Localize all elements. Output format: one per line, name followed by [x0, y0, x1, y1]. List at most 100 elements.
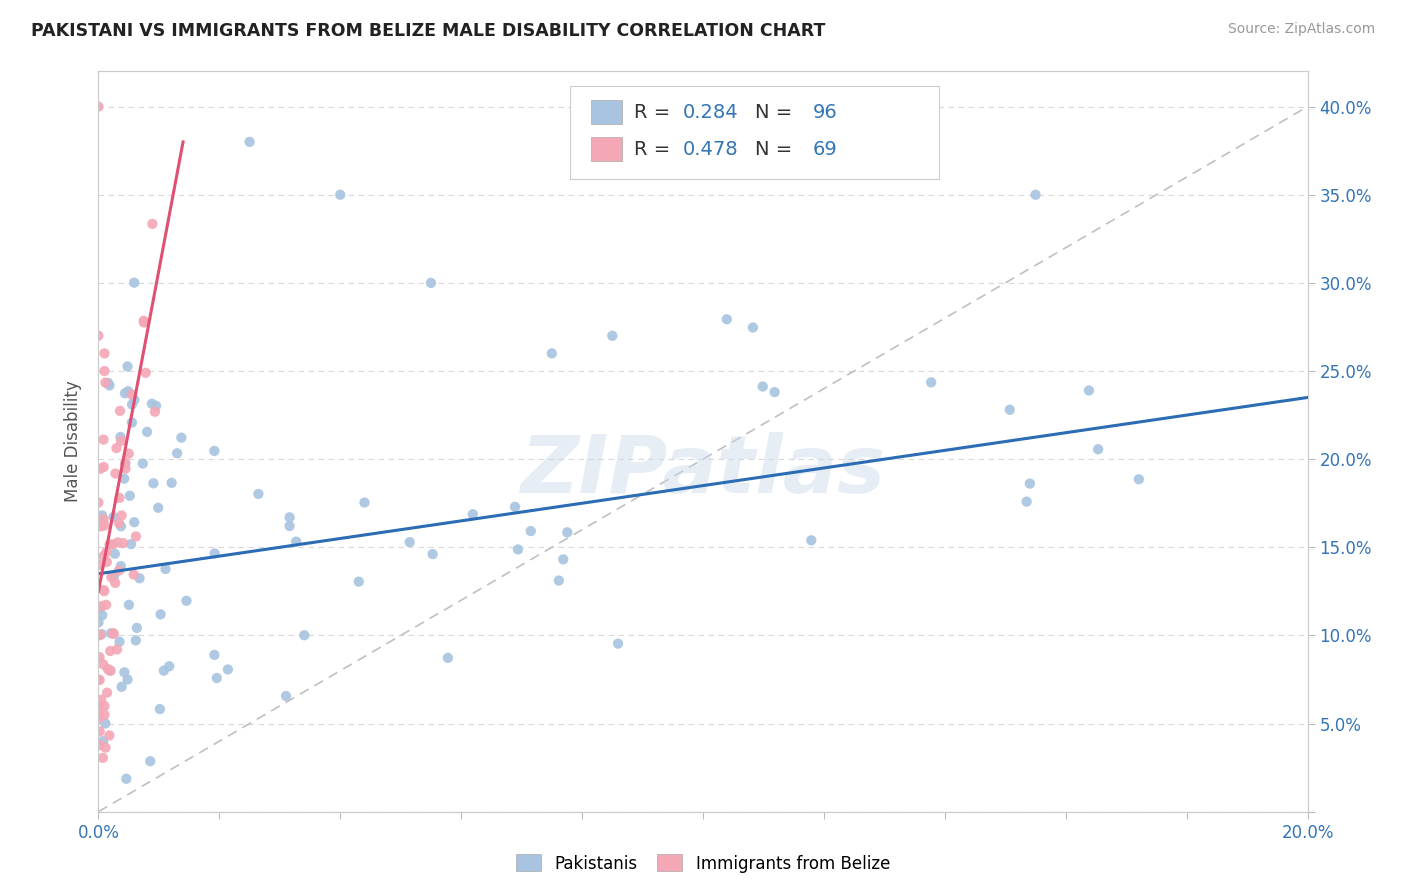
Point	[751, 379, 773, 393]
Text: Source: ZipAtlas.com: Source: ZipAtlas.com	[1227, 22, 1375, 37]
Point	[239, 135, 262, 149]
Point	[108, 564, 131, 578]
Point	[87, 673, 110, 687]
Point	[139, 754, 162, 768]
Point	[149, 702, 172, 716]
Point	[94, 716, 117, 731]
Point	[87, 712, 110, 726]
Point	[114, 457, 136, 471]
Text: 0.478: 0.478	[682, 139, 738, 159]
Point	[94, 740, 117, 755]
Point	[1128, 472, 1150, 486]
Text: N =: N =	[755, 139, 799, 159]
Point	[93, 584, 115, 599]
Point	[998, 402, 1021, 417]
Point	[607, 637, 630, 651]
Point	[217, 662, 239, 676]
Point	[125, 529, 148, 543]
Point	[108, 516, 131, 531]
Point	[96, 598, 118, 612]
Point	[90, 599, 112, 614]
Text: PAKISTANI VS IMMIGRANTS FROM BELIZE MALE DISABILITY CORRELATION CHART: PAKISTANI VS IMMIGRANTS FROM BELIZE MALE…	[31, 22, 825, 40]
Point	[87, 698, 110, 713]
Text: ZIPatlas: ZIPatlas	[520, 432, 886, 510]
Point	[141, 397, 163, 411]
Point	[800, 533, 823, 548]
Point	[112, 472, 135, 486]
Point	[142, 476, 165, 491]
Point	[110, 559, 132, 574]
Point	[87, 615, 110, 630]
Point	[104, 467, 127, 481]
Point	[132, 316, 155, 330]
Point	[143, 405, 166, 419]
Point	[132, 457, 155, 471]
Point	[94, 376, 117, 390]
Point	[274, 689, 297, 703]
Point	[96, 555, 118, 569]
Point	[114, 457, 136, 471]
Point	[117, 359, 139, 374]
Point	[112, 536, 135, 550]
Text: N =: N =	[755, 103, 799, 121]
Point	[117, 673, 139, 687]
Point	[107, 535, 129, 549]
Point	[506, 542, 529, 557]
Point	[105, 642, 128, 657]
Point	[1018, 476, 1040, 491]
Point	[100, 664, 122, 678]
Point	[97, 662, 120, 676]
Point	[90, 627, 112, 641]
Point	[93, 657, 115, 672]
Point	[87, 328, 110, 343]
Point	[122, 567, 145, 582]
Point	[93, 698, 115, 713]
Point	[94, 518, 117, 533]
Point	[111, 508, 134, 523]
Point	[87, 708, 110, 723]
Point	[437, 651, 460, 665]
Point	[176, 594, 198, 608]
Point	[101, 537, 124, 551]
Point	[160, 475, 183, 490]
Point	[520, 524, 543, 538]
Point	[398, 535, 420, 549]
Point	[104, 575, 127, 590]
Text: 69: 69	[813, 139, 838, 159]
Point	[920, 376, 942, 390]
Point	[285, 534, 308, 549]
Point	[121, 416, 143, 430]
Point	[118, 447, 141, 461]
Point	[93, 512, 115, 526]
Point	[205, 671, 228, 685]
Point	[89, 673, 111, 687]
Point	[353, 495, 375, 509]
Point	[329, 187, 352, 202]
Point	[763, 385, 786, 400]
Point	[90, 693, 112, 707]
Legend: Pakistanis, Immigrants from Belize: Pakistanis, Immigrants from Belize	[509, 847, 897, 880]
Point	[122, 515, 145, 529]
Point	[89, 724, 111, 739]
Point	[553, 552, 575, 566]
Text: 96: 96	[813, 103, 838, 121]
Point	[98, 537, 121, 551]
Point	[204, 648, 226, 662]
Point	[117, 384, 139, 399]
Point	[87, 558, 110, 572]
Point	[98, 728, 121, 742]
Point	[118, 489, 141, 503]
Point	[132, 314, 155, 328]
Point	[114, 461, 136, 475]
Point	[716, 312, 738, 326]
Point	[104, 547, 127, 561]
Point	[136, 425, 159, 439]
Point	[122, 276, 145, 290]
Point	[503, 500, 526, 514]
Point	[96, 685, 118, 699]
Point	[145, 399, 167, 413]
Point	[101, 626, 124, 640]
Point	[121, 387, 143, 401]
Point	[91, 508, 114, 523]
Point	[741, 320, 763, 334]
